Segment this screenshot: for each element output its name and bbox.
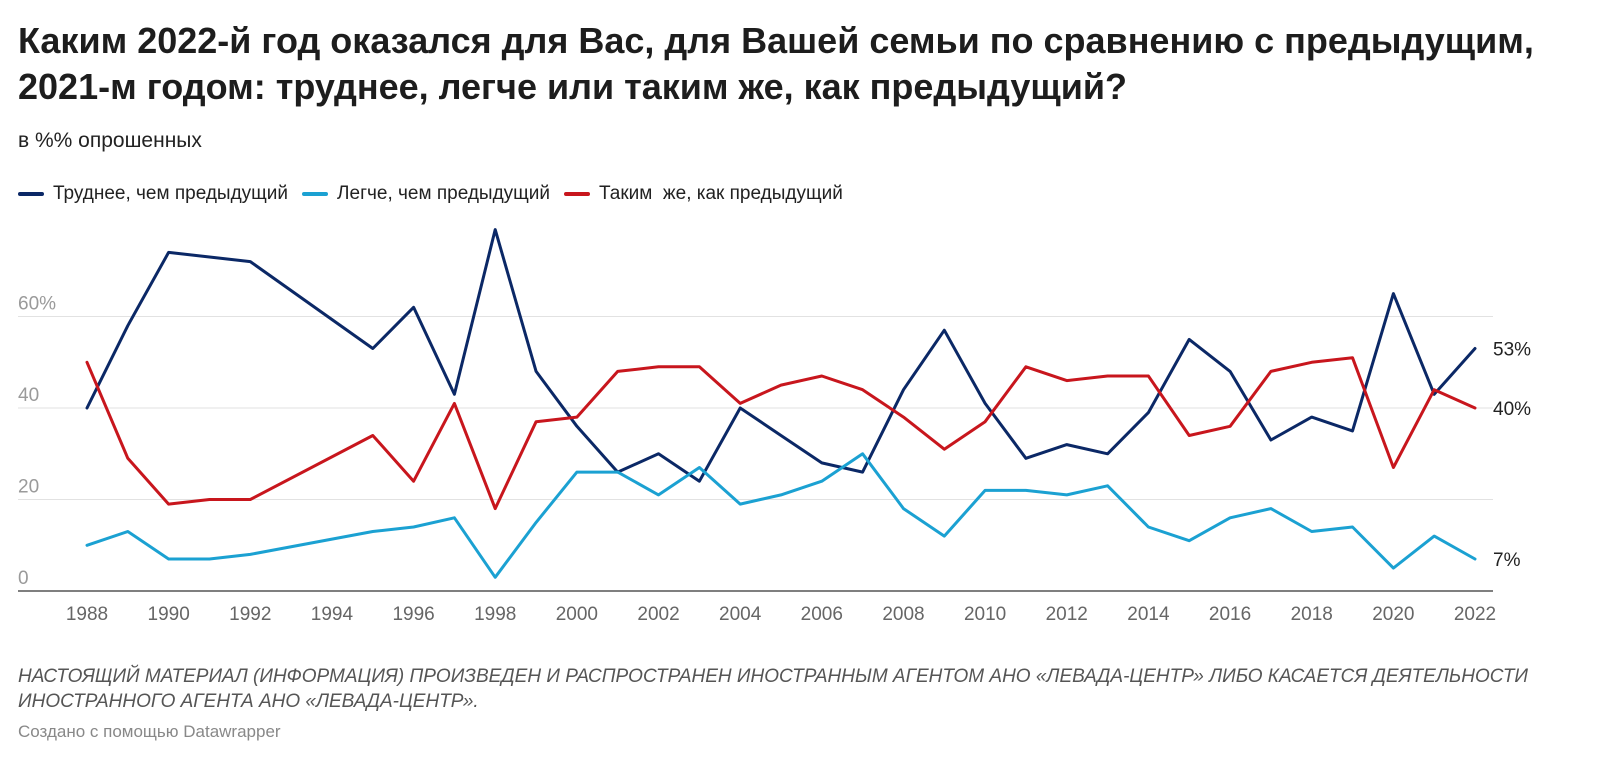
series-line-1: [85, 452, 1477, 579]
x-tick-label: 2012: [1046, 604, 1088, 625]
legend-item-easier: Легче, чем предыдущий: [302, 183, 550, 205]
legend-swatch-easier: [302, 192, 329, 196]
end-label-0: 53%: [1493, 340, 1531, 361]
legend-swatch-harder: [18, 192, 44, 196]
x-tick-label: 1998: [474, 604, 516, 625]
chart-title: Каким 2022-й год оказался для Вас, для В…: [18, 20, 1534, 107]
end-label-1: 7%: [1493, 550, 1521, 571]
series-line-0: [85, 228, 1477, 483]
y-tick-label: 20: [18, 477, 39, 498]
x-tick-label: 2000: [556, 604, 598, 625]
line-chart: 0 20 40 60% 1988 1990 1992 1994 1996 1998 2000 200…: [18, 228, 1531, 625]
end-label-2: 40%: [1493, 399, 1531, 420]
legend-swatch-same: [564, 192, 591, 196]
x-tick-label: 1992: [229, 604, 271, 625]
x-tick-label: 2016: [1209, 604, 1251, 625]
legend-item-same: Таким же, как предыдущий: [564, 183, 843, 205]
legend-label-same: Таким же, как предыдущий: [599, 183, 843, 204]
x-tick-label: 2002: [637, 604, 679, 625]
x-tick-label: 1990: [148, 604, 190, 625]
x-axis-ticks: 1988 1990 1992 1994 1996 1998 2000 2002 2004 2006…: [66, 604, 1496, 625]
x-tick-label: 1996: [392, 604, 434, 625]
series-layer: [85, 228, 1477, 579]
y-tick-label: 0: [18, 568, 29, 589]
x-tick-label: 2008: [882, 604, 924, 625]
x-tick-label: 2018: [1291, 604, 1333, 625]
chart-legend: Труднее, чем предыдущий Легче, чем преды…: [18, 183, 843, 205]
x-tick-label: 2020: [1372, 604, 1414, 625]
x-tick-label: 1994: [311, 604, 354, 625]
footer-credit: Создано с помощью Datawrapper: [18, 722, 281, 741]
y-tick-label: 40: [18, 385, 39, 406]
chart-subtitle: в %% опрошенных: [18, 129, 202, 152]
legend-label-harder: Труднее, чем предыдущий: [53, 183, 289, 204]
x-tick-label: 2010: [964, 604, 1006, 625]
y-tick-label: 60%: [18, 294, 56, 315]
footer-notes: НАСТОЯЩИЙ МАТЕРИАЛ (ИНФОРМАЦИЯ) ПРОИЗВЕД…: [18, 666, 1529, 712]
x-tick-label: 2022: [1454, 604, 1496, 625]
end-labels: 53% 7% 40%: [1493, 340, 1531, 571]
x-tick-label: 2014: [1127, 604, 1170, 625]
x-tick-label: 1988: [66, 604, 108, 625]
legend-item-harder: Труднее, чем предыдущий: [18, 183, 288, 205]
legend-label-easier: Легче, чем предыдущий: [337, 183, 551, 204]
grid-layer: [18, 316, 1493, 592]
x-tick-label: 2006: [801, 604, 843, 625]
series-line-2: [85, 356, 1477, 511]
y-axis-ticks: 0 20 40 60%: [18, 294, 56, 590]
x-tick-label: 2004: [719, 604, 762, 625]
